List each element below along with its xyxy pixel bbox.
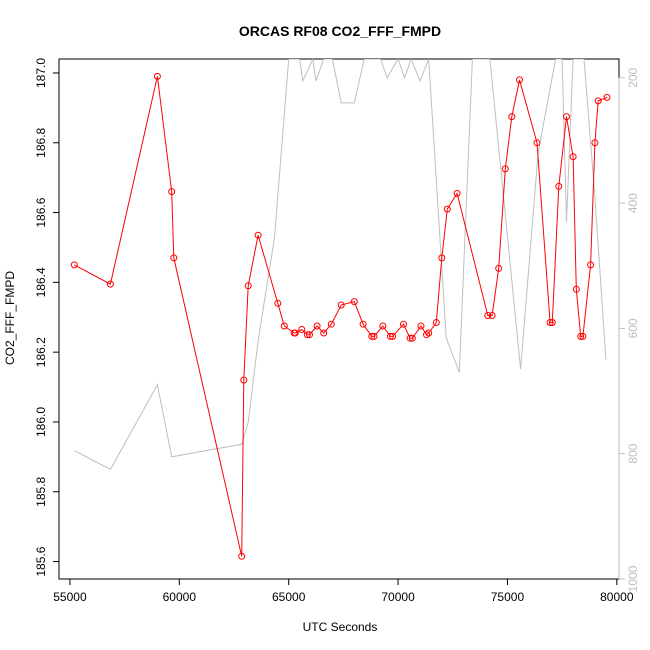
data-point (370, 332, 378, 340)
data-point (274, 299, 282, 307)
data-point (70, 261, 78, 269)
data-point (603, 93, 611, 101)
data-point (453, 189, 461, 197)
data-point (170, 254, 178, 262)
data-point (408, 334, 416, 342)
data-point (591, 139, 599, 147)
right-y-tick-label: 1000 (626, 565, 640, 592)
x-tick-label: 60000 (163, 590, 197, 604)
data-point (337, 301, 345, 309)
data-point (425, 329, 433, 337)
data-point (495, 264, 503, 272)
data-point (327, 320, 335, 328)
x-tick-label: 75000 (491, 590, 525, 604)
data-point (359, 320, 367, 328)
right-y-tick-label: 800 (626, 443, 640, 463)
data-point (106, 280, 114, 288)
data-point (508, 113, 516, 121)
y-tick-label: 185.8 (34, 476, 48, 506)
data-point (579, 332, 587, 340)
x-tick-label: 70000 (381, 590, 415, 604)
data-point (443, 205, 451, 213)
data-point (516, 76, 523, 84)
data-point (386, 332, 394, 340)
data-point (303, 331, 311, 339)
data-point (313, 322, 321, 330)
data-point (240, 376, 248, 384)
data-point (400, 320, 407, 328)
series-layer (70, 59, 611, 560)
data-point (168, 188, 176, 196)
data-point (563, 113, 570, 121)
data-point (368, 332, 376, 340)
y-tick-label: 186.2 (34, 337, 48, 367)
data-point (306, 331, 313, 339)
data-point (577, 332, 585, 340)
data-point (389, 332, 397, 340)
data-point (501, 165, 509, 173)
data-point (533, 139, 541, 147)
y-tick-label: 186.0 (34, 407, 48, 437)
data-point (432, 319, 440, 326)
data-point (406, 334, 414, 342)
data-point (238, 552, 246, 560)
right-y-tick-label: 600 (626, 318, 640, 338)
series-line-co2 (74, 76, 608, 557)
data-point (484, 312, 492, 319)
data-point (594, 97, 602, 105)
y-axis-label: CO2_FFF_FMPD (3, 271, 17, 365)
data-point (423, 331, 430, 339)
data-point (379, 322, 387, 330)
x-tick-label: 55000 (53, 590, 87, 604)
data-point (298, 326, 306, 333)
y-tick-label: 185.6 (34, 546, 48, 576)
data-point (320, 329, 328, 337)
data-point (587, 261, 595, 269)
data-point (244, 282, 252, 290)
data-point (555, 182, 563, 190)
data-point (488, 312, 496, 319)
right-y-axis: 200 400 600 800 1000 (618, 67, 640, 592)
data-point (417, 322, 425, 330)
x-tick-label: 65000 (272, 590, 306, 604)
x-axis-label: UTC Seconds (303, 620, 378, 634)
data-point (438, 254, 446, 262)
right-y-tick-label: 200 (626, 67, 640, 87)
y-tick-label: 186.4 (34, 267, 48, 297)
data-point (548, 319, 556, 326)
data-point (350, 298, 358, 306)
data-point (569, 153, 577, 161)
y-tick-label: 186.8 (34, 127, 48, 157)
data-point (280, 322, 288, 330)
data-point (254, 231, 262, 239)
chart-title: ORCAS RF08 CO2_FFF_FMPD (239, 23, 441, 39)
data-point (291, 329, 299, 337)
data-point (546, 319, 554, 326)
x-tick-label: 80000 (600, 590, 634, 604)
y-axis: 185.6 185.8 186.0 186.2 186.4 186.6 186.8 187.0 (34, 58, 60, 577)
y-tick-label: 187.0 (34, 58, 48, 88)
series-line-right-axis (74, 59, 607, 471)
x-axis: 55000 60000 65000 70000 75000 80000 (53, 578, 634, 604)
data-point (153, 72, 161, 80)
y-tick-label: 186.6 (34, 197, 48, 227)
data-point (572, 285, 580, 293)
right-y-tick-label: 400 (626, 193, 640, 213)
